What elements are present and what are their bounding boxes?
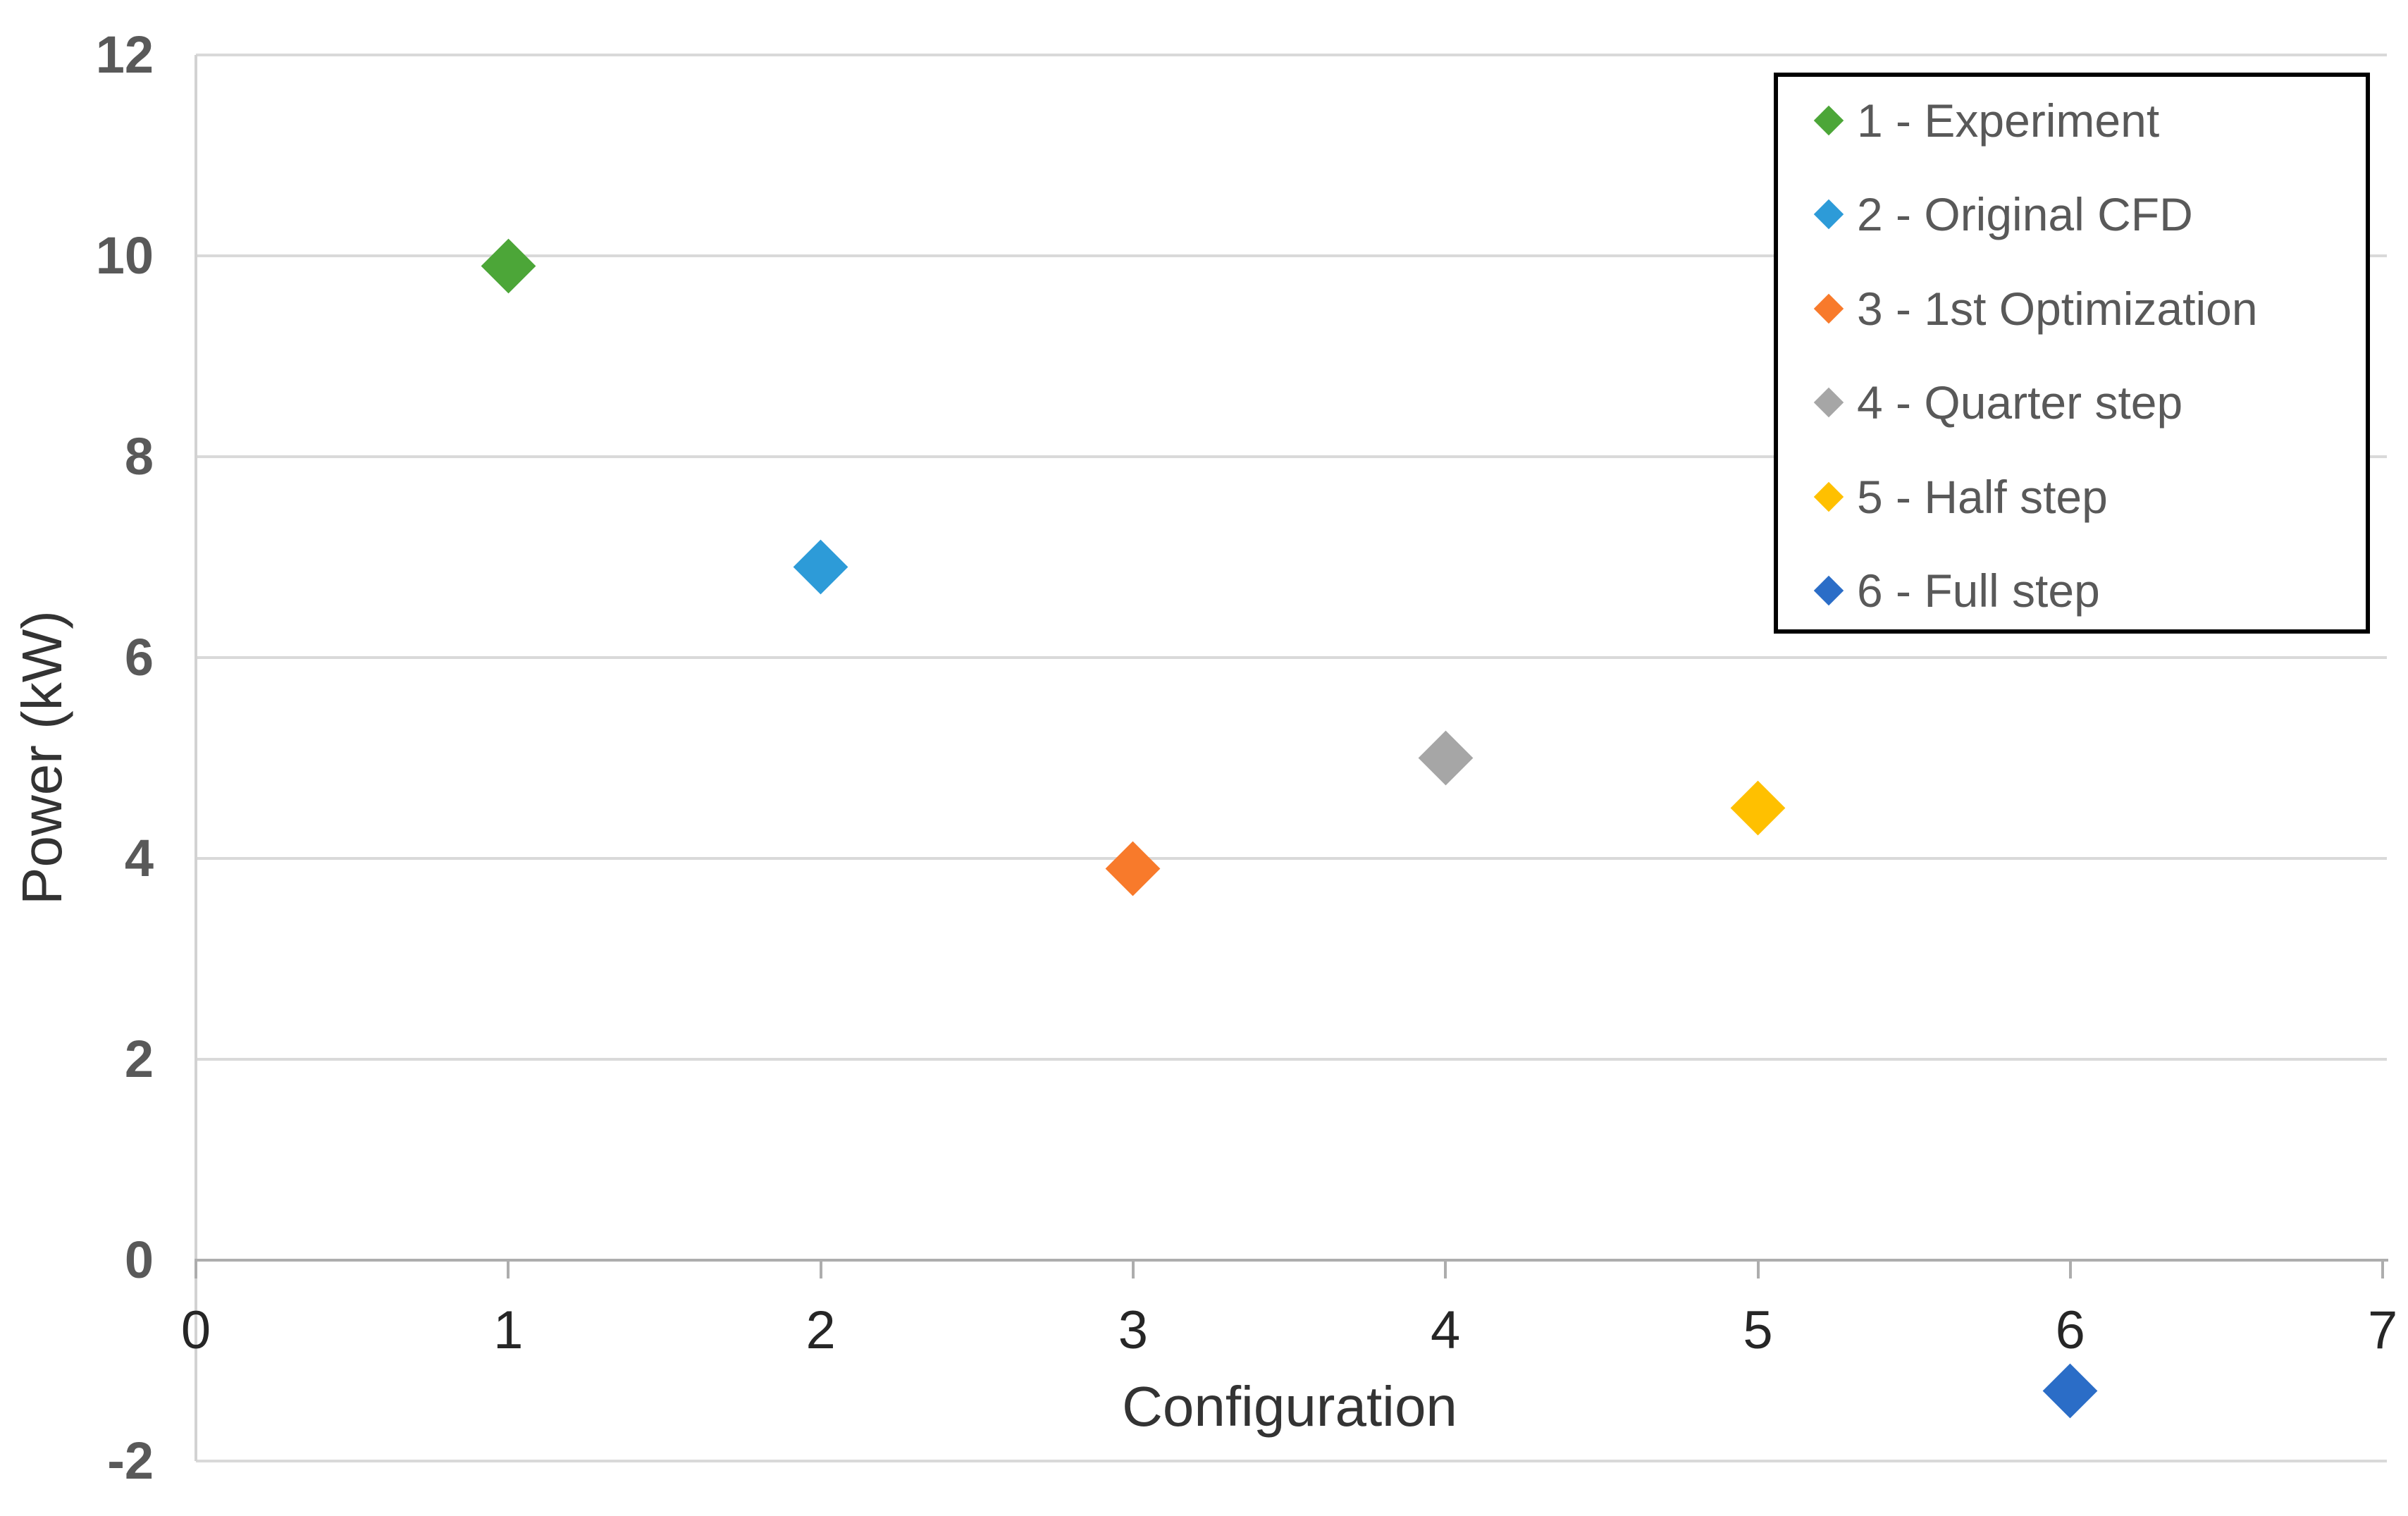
x-tick-mark-7: [2381, 1260, 2385, 1278]
legend-item-label: 4 - Quarter step: [1857, 376, 2183, 429]
y-tick-label-8: 8: [124, 427, 154, 486]
x-tick-mark-6: [2068, 1260, 2072, 1278]
data-point-series-6-diamond-icon: [2042, 1363, 2098, 1419]
y-tick-label-6: 6: [124, 628, 154, 686]
x-tick-label-1: 1: [493, 1300, 524, 1360]
x-tick-label-6: 6: [2055, 1300, 2085, 1360]
y-axis-line: [195, 55, 197, 1461]
legend-item-5: 5 - Half step: [1778, 465, 2366, 529]
diamond-marker-icon: [1813, 199, 1844, 230]
legend-item-label: 3 - 1st Optimization: [1857, 282, 2258, 335]
x-tick-label-0: 0: [180, 1300, 211, 1360]
legend: 1 - Experiment 2 - Original CFD 3 - 1st Op…: [1774, 73, 2370, 634]
x-tick-mark-2: [819, 1260, 822, 1278]
data-point-series-4-diamond-icon: [1418, 730, 1474, 786]
y-tick-label-12: 12: [95, 25, 154, 84]
x-tick-mark-5: [1756, 1260, 1760, 1278]
diamond-marker-icon: [1813, 293, 1844, 324]
x-tick-label-7: 7: [2367, 1300, 2398, 1360]
y-tick-label--2: -2: [107, 1431, 154, 1490]
x-tick-label-2: 2: [805, 1300, 836, 1360]
y-tick-label-10: 10: [95, 226, 154, 285]
gridline-y-12: [196, 54, 2387, 56]
legend-item-label: 2 - Original CFD: [1857, 188, 2193, 241]
gridline-y-4: [196, 857, 2387, 860]
gridline-y-10: [196, 254, 2387, 257]
legend-item-1: 1 - Experiment: [1778, 89, 2366, 152]
legend-item-label: 6 - Full step: [1857, 565, 2100, 617]
gridline-y-8: [196, 455, 2387, 458]
diamond-marker-icon: [1813, 387, 1844, 418]
diamond-marker-icon: [1813, 481, 1844, 512]
legend-item-label: 5 - Half step: [1857, 470, 2108, 523]
y-tick-label-2: 2: [124, 1030, 154, 1088]
x-tick-label-4: 4: [1431, 1300, 1461, 1360]
diamond-marker-icon: [1813, 105, 1844, 136]
data-point-series-1-diamond-icon: [481, 238, 536, 294]
x-tick-mark-0: [195, 1260, 197, 1278]
x-tick-mark-1: [507, 1260, 510, 1278]
legend-item-2: 2 - Original CFD: [1778, 183, 2366, 246]
x-tick-label-3: 3: [1118, 1300, 1149, 1360]
gridline-y--2: [196, 1460, 2387, 1462]
legend-item-label: 1 - Experiment: [1857, 94, 2160, 147]
gridline-y-2: [196, 1058, 2387, 1061]
diamond-marker-icon: [1813, 575, 1844, 606]
gridline-y-6: [196, 656, 2387, 659]
data-point-series-3-diamond-icon: [1105, 841, 1161, 896]
legend-item-3: 3 - 1st Optimization: [1778, 277, 2366, 340]
x-tick-mark-3: [1131, 1260, 1135, 1278]
y-axis-title: Power (kW): [11, 610, 73, 905]
legend-item-4: 4 - Quarter step: [1778, 371, 2366, 434]
data-point-series-2-diamond-icon: [793, 539, 848, 595]
x-tick-mark-4: [1444, 1260, 1447, 1278]
x-axis-title: Configuration: [1122, 1375, 1457, 1438]
y-tick-label-0: 0: [124, 1231, 154, 1289]
y-tick-label-4: 4: [124, 829, 154, 887]
x-tick-label-5: 5: [1743, 1300, 1773, 1360]
x-axis-line: [195, 1259, 2388, 1262]
legend-item-6: 6 - Full step: [1778, 559, 2366, 622]
data-point-series-5-diamond-icon: [1730, 780, 1786, 836]
